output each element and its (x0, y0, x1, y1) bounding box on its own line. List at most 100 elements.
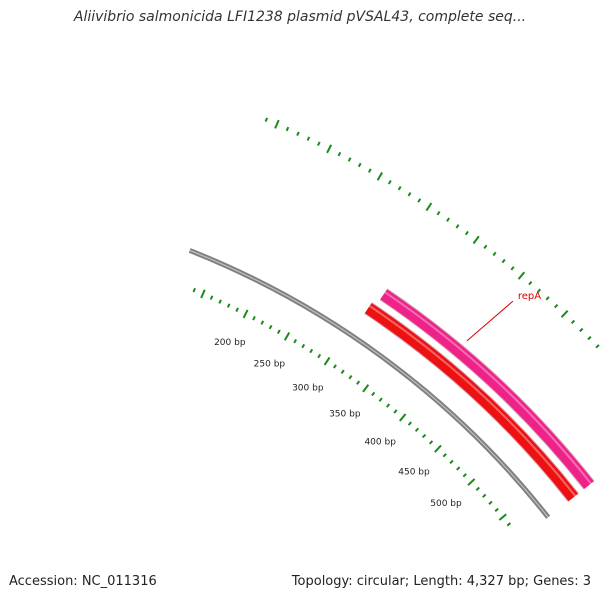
inner-tick-370 (378, 397, 383, 402)
inner-tick-170 (218, 299, 222, 304)
outer-tick-250 (376, 171, 383, 181)
inner-tick-410 (407, 421, 412, 426)
outer-tick-290 (417, 198, 422, 203)
outer-tick-380 (501, 258, 506, 264)
inner-tick-290 (317, 353, 322, 359)
inner-tick-500 (467, 478, 476, 486)
ruler-label-300: 300 bp (292, 383, 324, 393)
summary-text: Topology: circular; Length: 4,327 bp; Ge… (291, 574, 591, 589)
outer-tick-340 (464, 230, 469, 236)
inner-tick-190 (235, 307, 239, 312)
inner-tick-430 (421, 433, 427, 439)
inner-tick-210 (252, 315, 256, 321)
inner-tick-480 (456, 466, 461, 471)
outer-tick-300 (425, 202, 433, 212)
outer-tick-270 (397, 185, 402, 191)
inner-tick-160 (209, 295, 214, 300)
outer-tick-240 (367, 168, 372, 173)
inner-tick-510 (475, 486, 480, 491)
inner-tick-320 (340, 369, 345, 374)
outer-tick-430 (545, 296, 550, 301)
inner-tick-550 (498, 513, 507, 521)
repa-label-line (466, 300, 514, 342)
ruler-labels: 200 bp 250 bp 300 bp 350 bp 400 bp 450 bp 500 … (214, 338, 462, 509)
inner-tick-230 (268, 324, 273, 330)
outer-tick-ring (264, 117, 600, 349)
inner-tick-260 (293, 338, 298, 344)
outer-tick-470 (579, 327, 584, 333)
outer-tick-150 (274, 119, 280, 129)
inner-tick-530 (488, 500, 493, 505)
inner-tick-560 (506, 522, 512, 527)
outer-tick-220 (347, 157, 352, 162)
inner-tick-540 (494, 507, 499, 513)
outer-tick-140 (264, 117, 269, 122)
ruler-label-200: 200 bp (214, 338, 246, 348)
outer-tick-460 (570, 319, 576, 325)
outer-tick-480 (587, 335, 592, 341)
outer-tick-230 (357, 162, 362, 168)
gene-labels: repA (466, 291, 541, 342)
outer-tick-420 (536, 288, 542, 293)
outer-tick-490 (595, 344, 600, 349)
feature-arc-1 (364, 303, 579, 502)
ruler-label-250: 250 bp (254, 360, 286, 370)
inner-tick-420 (414, 427, 420, 432)
inner-tick-490 (462, 473, 467, 478)
backbone-ring (188, 248, 551, 519)
inner-tick-250 (283, 332, 291, 341)
backbone-highlight (189, 249, 549, 518)
outer-tick-260 (387, 180, 392, 185)
outer-tick-390 (510, 266, 515, 271)
inner-tick-310 (332, 364, 337, 369)
outer-tick-410 (528, 280, 533, 286)
inner-tick-360 (371, 391, 376, 397)
inner-tick-220 (260, 320, 265, 325)
inner-tick-450 (434, 444, 442, 453)
feature-arc-0 (380, 289, 594, 489)
map-title: Aliivibrio salmonicida LFI1238 plasmid p… (73, 9, 527, 25)
outer-tick-160 (285, 126, 290, 132)
repa-label: repA (518, 291, 541, 302)
inner-tick-ring (192, 287, 512, 527)
inner-tick-140 (192, 287, 196, 293)
inner-tick-280 (309, 348, 314, 354)
inner-tick-390 (393, 409, 398, 414)
inner-tick-240 (276, 329, 281, 334)
feature-shine-1 (369, 305, 577, 497)
ruler-label-500: 500 bp (430, 499, 462, 509)
inner-tick-180 (226, 303, 231, 308)
outer-tick-190 (317, 141, 321, 146)
inner-tick-340 (356, 380, 361, 385)
ruler-label-400: 400 bp (364, 437, 396, 447)
outer-tick-370 (492, 251, 497, 257)
outer-tick-350 (472, 235, 480, 245)
outer-tick-170 (296, 131, 300, 136)
outer-tick-320 (446, 217, 451, 222)
inner-tick-300 (323, 356, 331, 366)
outer-tick-210 (337, 151, 342, 157)
inner-tick-400 (399, 413, 407, 422)
outer-tick-450 (560, 309, 569, 318)
inner-tick-330 (348, 374, 353, 380)
outer-tick-310 (436, 210, 441, 216)
feature-arcs (364, 288, 595, 502)
outer-tick-330 (455, 224, 460, 229)
outer-tick-280 (407, 192, 412, 197)
outer-tick-400 (517, 271, 526, 280)
ruler-label-450: 450 bp (398, 467, 430, 477)
feature-shine-0 (384, 291, 592, 485)
outer-tick-200 (326, 144, 333, 154)
inner-tick-520 (482, 493, 487, 498)
outer-tick-180 (306, 136, 311, 141)
inner-tick-380 (386, 403, 391, 408)
outer-tick-360 (483, 244, 488, 250)
inner-tick-270 (301, 343, 306, 349)
inner-tick-350 (362, 384, 370, 393)
outer-tick-440 (554, 303, 559, 309)
inner-tick-440 (428, 440, 434, 445)
ruler-label-350: 350 bp (329, 409, 361, 419)
accession-text: Accession: NC_011316 (9, 574, 157, 589)
inner-tick-200 (242, 309, 249, 319)
